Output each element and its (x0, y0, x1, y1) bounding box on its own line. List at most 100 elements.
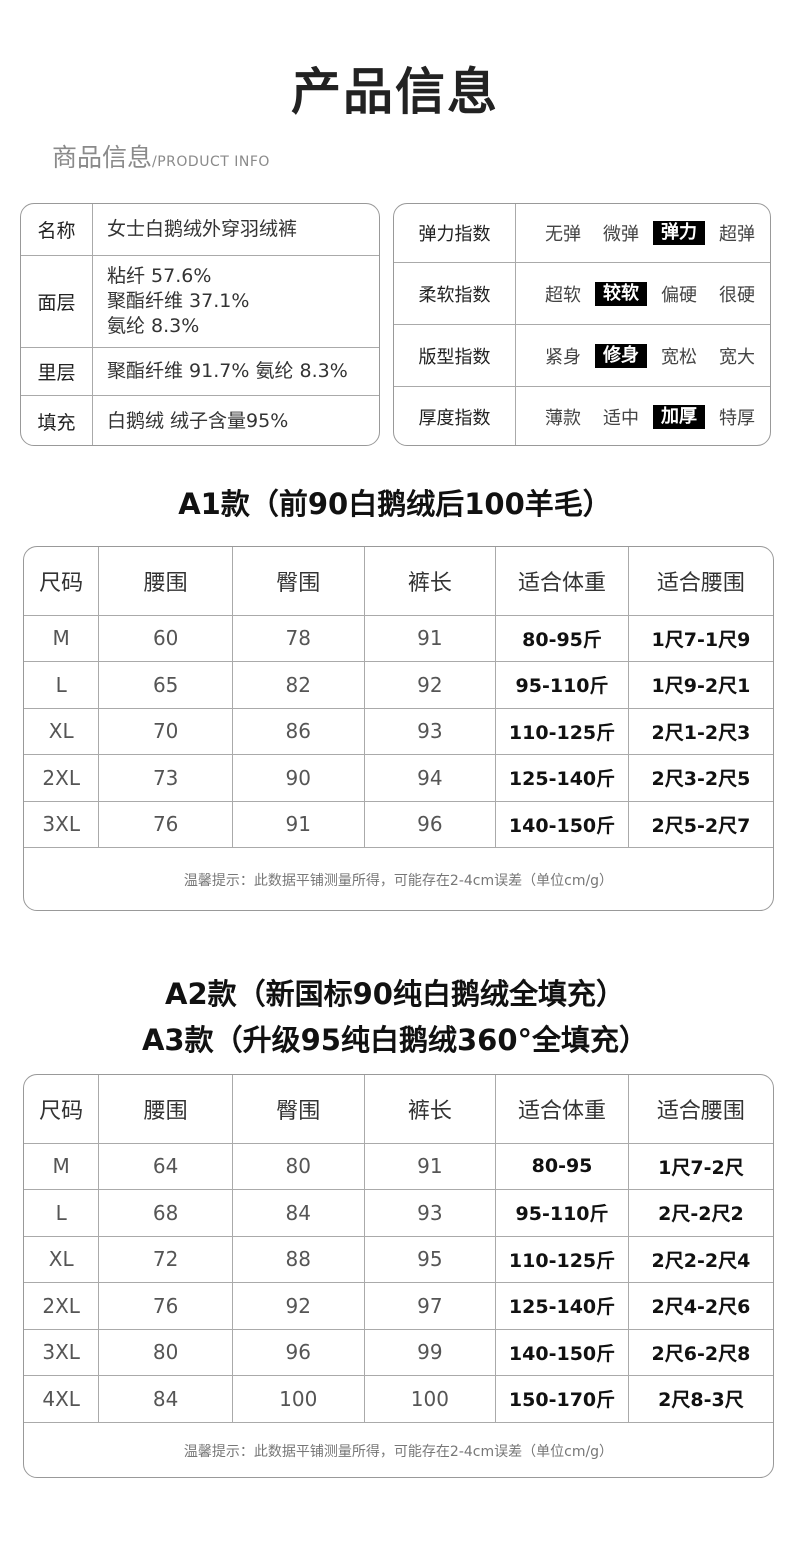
table-cell: 95-110斤 (495, 1189, 629, 1237)
table-cell: 2XL (24, 754, 100, 802)
index-label: 弹力指数 (394, 204, 516, 262)
table-row: 3XL 80 96 99 140-150斤 2尺6-2尺8 (24, 1329, 773, 1376)
size-table-heading: A2款（新国标90纯白鹅绒全填充） (165, 977, 625, 1011)
info-label: 名称 (21, 204, 93, 255)
table-cell: 4XL (24, 1375, 100, 1423)
table-cell: 82 (232, 661, 365, 709)
table-cell: 2尺8-3尺 (628, 1375, 773, 1423)
index-option: 超弹 (719, 224, 755, 245)
table-cell: 90 (232, 754, 365, 802)
column-header: 腰围 (98, 547, 233, 616)
index-label: 厚度指数 (394, 387, 516, 445)
table-cell: L (24, 1189, 100, 1237)
index-row: 柔软指数 超软 较软 偏硬 很硬 (394, 263, 770, 325)
table-cell: 93 (364, 708, 497, 755)
table-cell: 95 (364, 1236, 497, 1283)
table-row: L 65 82 92 95-110斤 1尺9-2尺1 (24, 661, 773, 709)
table-cell: 91 (364, 1143, 497, 1190)
table-cell: 2尺1-2尺3 (628, 708, 773, 755)
table-cell: 1尺7-1尺9 (628, 615, 773, 662)
size-table: 尺码 腰围 臀围 裤长 适合体重 适合腰围 M 64 80 91 80-95 1尺7-2尺 L 68 84 9… (23, 1074, 774, 1478)
column-header: 裤长 (364, 1075, 497, 1144)
table-cell: 65 (98, 661, 233, 709)
table-cell: 95-110斤 (495, 661, 629, 709)
column-header: 适合腰围 (628, 1075, 773, 1144)
table-cell: 76 (98, 801, 233, 848)
table-cell: XL (24, 1236, 100, 1283)
note-row: 温馨提示：此数据平铺测量所得，可能存在2-4cm误差（单位cm/g） (24, 848, 773, 911)
page-title: 产品信息 (291, 63, 499, 121)
table-cell: 80 (98, 1329, 233, 1376)
column-header: 尺码 (24, 1075, 100, 1144)
column-header: 适合体重 (495, 547, 629, 616)
table-cell: 2尺4-2尺6 (628, 1282, 773, 1330)
info-row: 名称 女士白鹅绒外穿羽绒裤 (21, 204, 379, 256)
column-header: 臀围 (232, 1075, 365, 1144)
index-option: 无弹 (545, 224, 581, 245)
info-line: 女士白鹅绒外穿羽绒裤 (107, 218, 298, 240)
column-header: 适合腰围 (628, 547, 773, 616)
index-option: 宽大 (719, 346, 755, 368)
index-options: 无弹 微弹 弹力 超弹 (516, 204, 766, 262)
info-label: 填充 (21, 396, 93, 445)
table-cell: 96 (232, 1329, 365, 1376)
index-option: 薄款 (545, 408, 581, 429)
info-label: 里层 (21, 348, 93, 395)
table-cell: L (24, 661, 100, 709)
table-cell: 80-95 (495, 1143, 629, 1190)
table-cell: 94 (364, 754, 497, 802)
table-cell: 110-125斤 (495, 1236, 629, 1283)
table-cell: M (24, 1143, 100, 1190)
subtitle-en: /PRODUCT INFO (152, 154, 270, 170)
subtitle-cn: 商品信息 (52, 143, 153, 172)
size-table-heading: A1款（前90白鹅绒后100羊毛） (178, 487, 612, 521)
table-row: 4XL 84 100 100 150-170斤 2尺8-3尺 (24, 1375, 773, 1423)
table-cell: 80 (232, 1143, 365, 1190)
table-cell: XL (24, 708, 100, 755)
info-value: 白鹅绒 绒子含量95% (93, 396, 288, 445)
table-cell: 78 (232, 615, 365, 662)
size-table-heading: A3款（升级95纯白鹅绒360°全填充） (141, 1023, 648, 1057)
info-line: 聚酯纤维 91.7% 氨纶 8.3% (107, 360, 348, 382)
index-row: 版型指数 紧身 修身 宽松 宽大 (394, 325, 770, 387)
table-cell: 110-125斤 (495, 708, 629, 755)
table-cell: 70 (98, 708, 233, 755)
info-line: 氨纶 8.3% (107, 315, 200, 337)
table-cell: 100 (364, 1375, 497, 1423)
table-row: 3XL 76 91 96 140-150斤 2尺5-2尺7 (24, 801, 773, 848)
index-option: 微弹 (603, 224, 639, 245)
index-row: 厚度指数 薄款 适中 加厚 特厚 (394, 387, 770, 445)
table-row: 2XL 73 90 94 125-140斤 2尺3-2尺5 (24, 754, 773, 802)
table-cell: 80-95斤 (495, 615, 629, 662)
table-cell: 2XL (24, 1282, 100, 1330)
table-cell: 68 (98, 1189, 233, 1237)
table-header-row: 尺码 腰围 臀围 裤长 适合体重 适合腰围 (24, 547, 773, 616)
table-cell: 1尺9-2尺1 (628, 661, 773, 709)
table-cell: 140-150斤 (495, 801, 629, 848)
table-cell: 86 (232, 708, 365, 755)
table-row: XL 70 86 93 110-125斤 2尺1-2尺3 (24, 708, 773, 755)
table-cell: 2尺3-2尺5 (628, 754, 773, 802)
table-row: 2XL 76 92 97 125-140斤 2尺4-2尺6 (24, 1282, 773, 1330)
size-table: 尺码 腰围 臀围 裤长 适合体重 适合腰围 M 60 78 91 80-95斤 1尺7-1尺9 L 65 8… (23, 546, 774, 911)
index-options: 薄款 适中 加厚 特厚 (516, 387, 766, 445)
table-cell: 73 (98, 754, 233, 802)
table-cell: 125-140斤 (495, 754, 629, 802)
size-table-grid: 尺码 腰围 臀围 裤长 适合体重 适合腰围 M 60 78 91 80-95斤 1尺7-1尺9 L 65 8… (24, 547, 773, 911)
info-value: 女士白鹅绒外穿羽绒裤 (93, 204, 297, 255)
note-row: 温馨提示：此数据平铺测量所得，可能存在2-4cm误差（单位cm/g） (24, 1422, 773, 1477)
table-cell: 72 (98, 1236, 233, 1283)
column-header: 尺码 (24, 547, 100, 616)
index-option-selected: 修身 (595, 343, 647, 368)
table-cell: M (24, 615, 100, 662)
info-label: 面层 (21, 256, 93, 347)
index-option: 宽松 (661, 346, 697, 368)
table-cell: 100 (232, 1375, 365, 1423)
index-option: 很硬 (719, 284, 755, 306)
index-row: 弹力指数 无弹 微弹 弹力 超弹 (394, 204, 770, 263)
index-option: 偏硬 (661, 284, 697, 306)
table-row: M 60 78 91 80-95斤 1尺7-1尺9 (24, 615, 773, 662)
table-cell: 2尺2-2尺4 (628, 1236, 773, 1283)
column-header: 腰围 (98, 1075, 233, 1144)
table-cell: 3XL (24, 1329, 100, 1376)
